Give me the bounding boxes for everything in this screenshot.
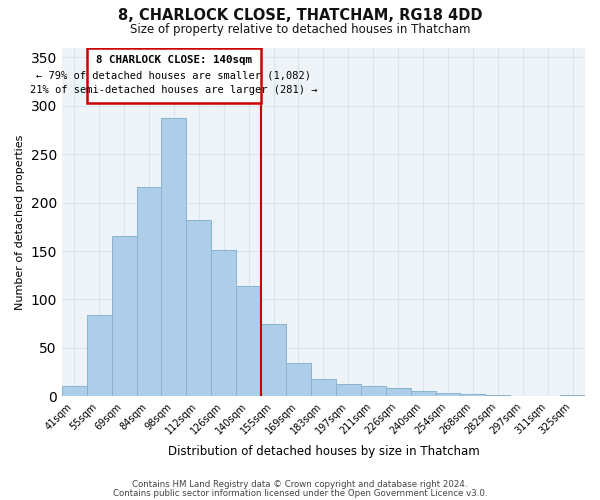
Bar xyxy=(460,394,485,396)
Text: 8, CHARLOCK CLOSE, THATCHAM, RG18 4DD: 8, CHARLOCK CLOSE, THATCHAM, RG18 4DD xyxy=(118,8,482,22)
Text: ← 79% of detached houses are smaller (1,082): ← 79% of detached houses are smaller (1,… xyxy=(37,71,311,81)
Bar xyxy=(311,379,336,396)
Bar xyxy=(187,220,211,396)
Bar xyxy=(336,384,361,396)
Text: Contains public sector information licensed under the Open Government Licence v3: Contains public sector information licen… xyxy=(113,488,487,498)
Bar xyxy=(211,250,236,396)
Bar xyxy=(161,118,187,396)
Bar xyxy=(87,315,112,396)
Bar xyxy=(137,187,161,396)
Bar xyxy=(436,392,460,396)
Y-axis label: Number of detached properties: Number of detached properties xyxy=(15,134,25,310)
Text: Size of property relative to detached houses in Thatcham: Size of property relative to detached ho… xyxy=(130,22,470,36)
Bar xyxy=(410,390,436,396)
Bar xyxy=(386,388,410,396)
Bar xyxy=(286,364,311,396)
Text: 8 CHARLOCK CLOSE: 140sqm: 8 CHARLOCK CLOSE: 140sqm xyxy=(96,56,252,66)
Bar xyxy=(112,236,137,396)
X-axis label: Distribution of detached houses by size in Thatcham: Distribution of detached houses by size … xyxy=(167,444,479,458)
Text: 21% of semi-detached houses are larger (281) →: 21% of semi-detached houses are larger (… xyxy=(30,86,317,96)
Bar xyxy=(361,386,386,396)
Text: Contains HM Land Registry data © Crown copyright and database right 2024.: Contains HM Land Registry data © Crown c… xyxy=(132,480,468,489)
Bar xyxy=(236,286,261,397)
Bar xyxy=(261,324,286,396)
FancyBboxPatch shape xyxy=(87,48,261,102)
Bar xyxy=(62,386,87,396)
